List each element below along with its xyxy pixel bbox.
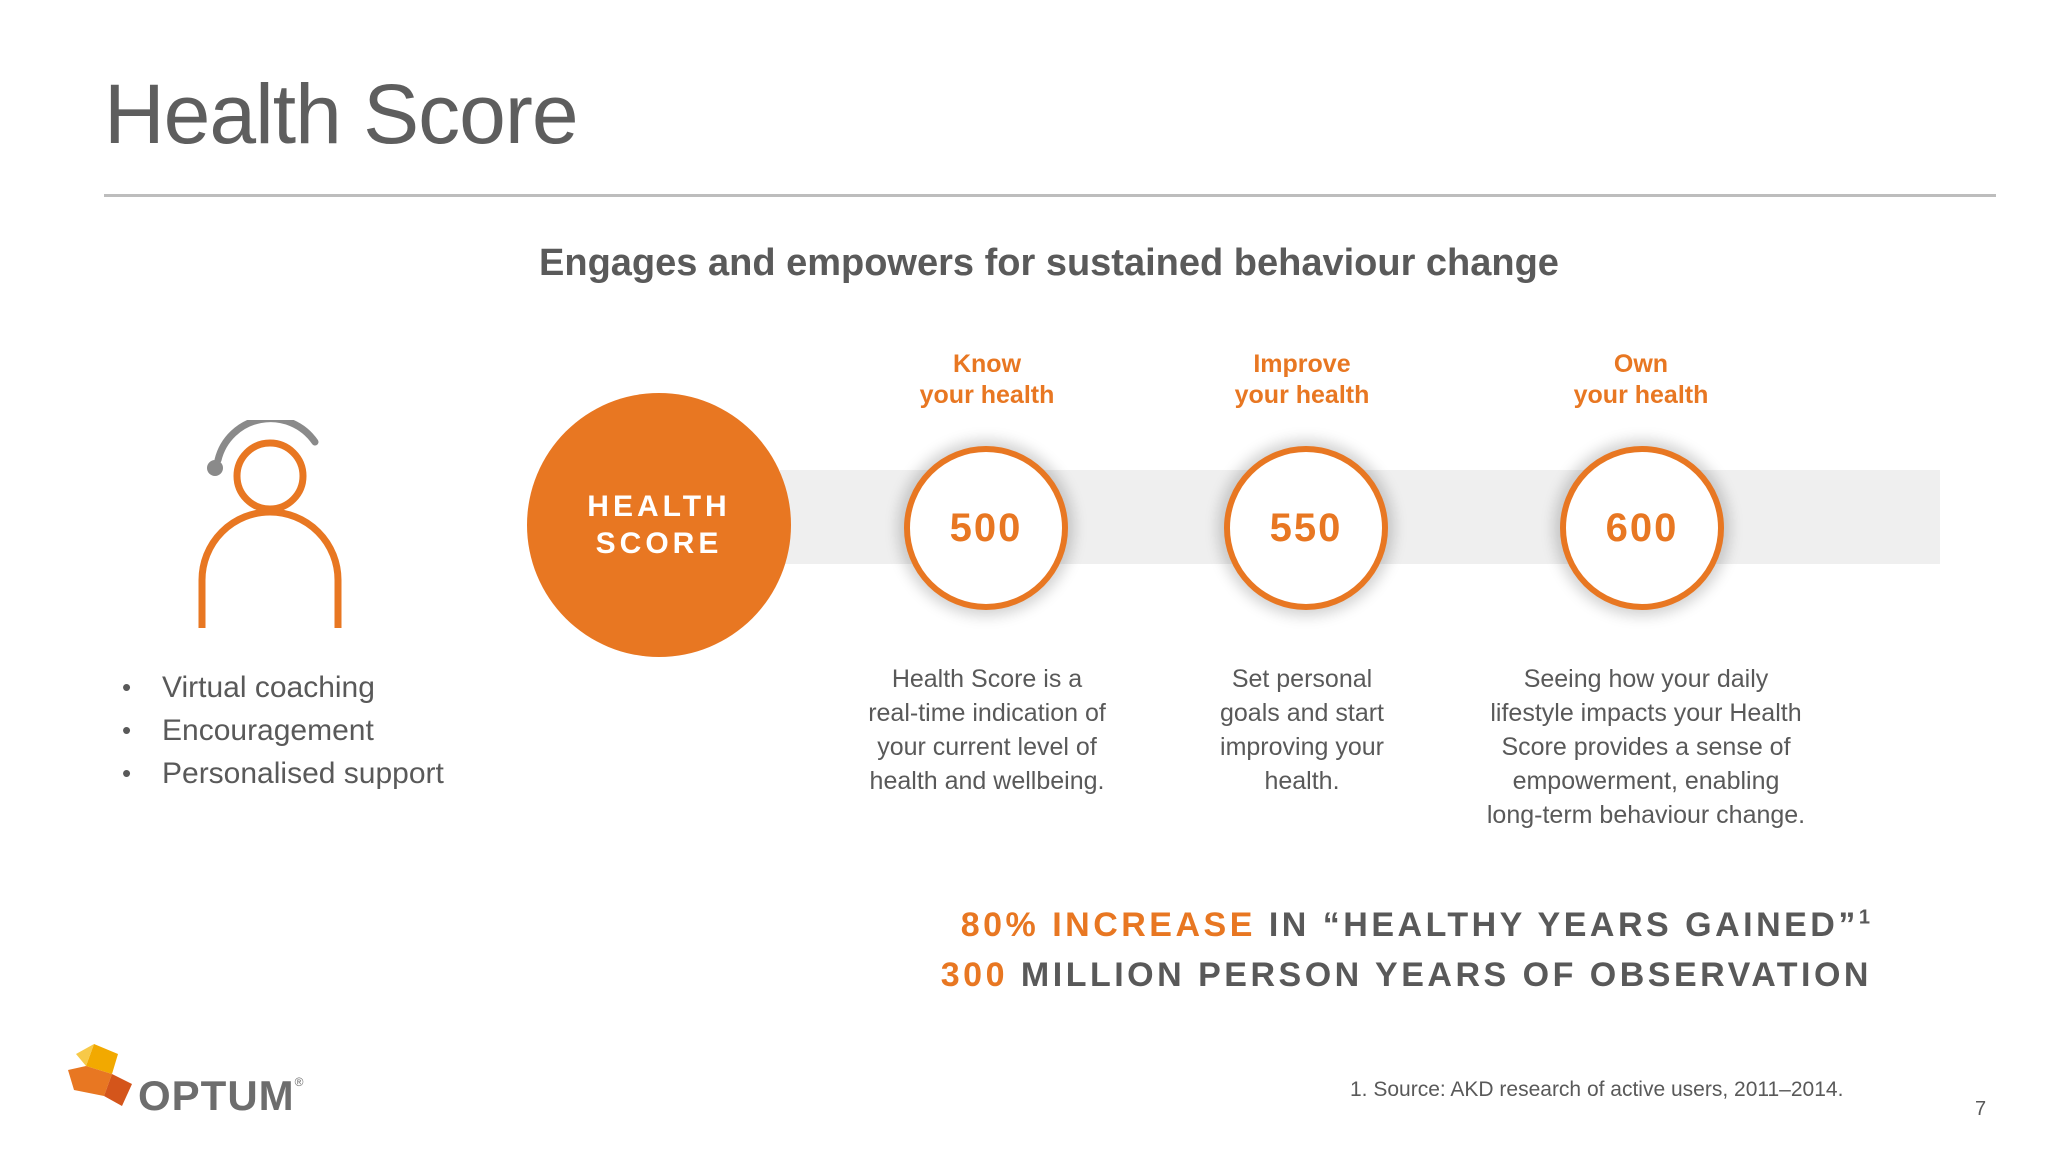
score-circle-600: 600	[1560, 446, 1724, 610]
page-title: Health Score	[104, 67, 579, 161]
stage-know-description: Health Score is a real-time indication o…	[868, 665, 1106, 795]
list-item: • Encouragement	[122, 714, 374, 747]
stage-own-heading: Own your health	[1573, 350, 1709, 409]
optum-logo-text: OPTUM®	[138, 1072, 305, 1119]
stat-person-years: 300 MILLION PERSON YEARS OF OBSERVATION	[940, 956, 1872, 994]
source-footnote: 1. Source: AKD research of active users,…	[1350, 1078, 1844, 1101]
title-divider	[104, 194, 1996, 197]
health-score-label-line2: SCORE	[595, 527, 723, 560]
coach-bullet-list: • Virtual coaching • Encouragement • Person…	[120, 666, 444, 795]
optum-logo-icon	[68, 1044, 132, 1106]
page-number: 7	[1975, 1098, 1987, 1120]
score-value: 500	[949, 505, 1023, 550]
score-value: 600	[1605, 505, 1679, 550]
coach-person-headset-icon	[198, 420, 342, 628]
score-circle-500: 500	[904, 446, 1068, 610]
stage-improve-heading: Improve your health	[1234, 350, 1370, 409]
list-item: • Virtual coaching	[122, 671, 375, 704]
score-value: 550	[1269, 505, 1343, 550]
score-circle-550: 550	[1224, 446, 1388, 610]
list-item: • Personalised support	[122, 757, 444, 790]
slide-subtitle: Engages and empowers for sustained behav…	[539, 242, 1559, 284]
stage-own-description: Seeing how your daily lifestyle impacts …	[1486, 665, 1806, 829]
stage-improve-description: Set personal goals and start improving y…	[1220, 665, 1384, 795]
health-score-circle: HEALTH SCORE	[527, 393, 791, 657]
stage-know-heading: Know your health	[919, 350, 1055, 409]
health-score-label-line1: HEALTH	[587, 490, 731, 523]
stat-healthy-years: 80% INCREASE IN “HEALTHY YEARS GAINED”1	[960, 906, 1870, 944]
progress-arrow-tip	[1905, 470, 1937, 564]
